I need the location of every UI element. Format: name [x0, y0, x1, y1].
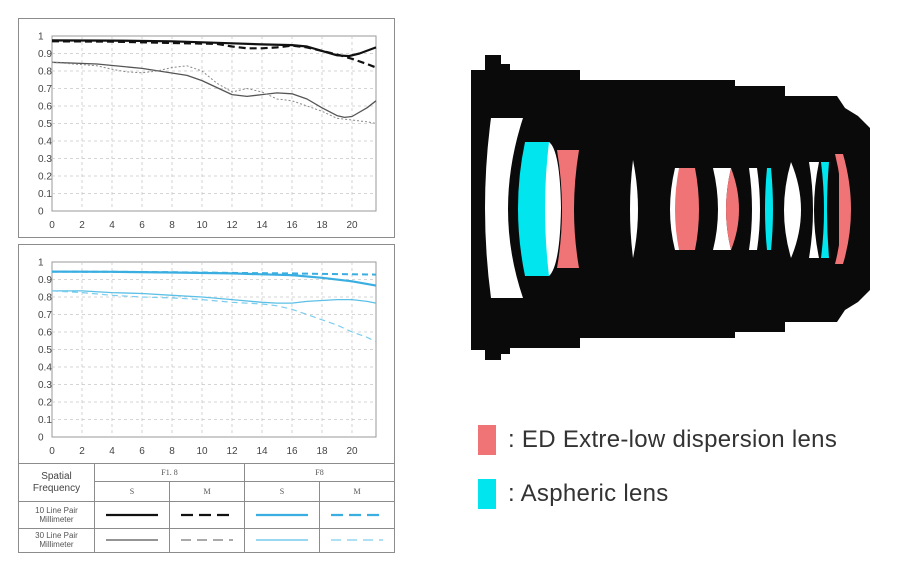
x-tick-label: 18 [316, 446, 328, 457]
sample-f8-30-s [244, 527, 321, 554]
y-tick-label: 1 [38, 258, 44, 269]
y-tick-label: 0.6 [38, 328, 52, 339]
y-tick-label: 0.5 [38, 345, 52, 356]
x-tick-label: 16 [286, 220, 298, 231]
lens-element-white-6 [749, 168, 760, 250]
y-tick-label: 0.2 [38, 172, 52, 183]
x-tick-label: 18 [316, 220, 328, 231]
mtf-series-10lp-M [51, 270, 377, 276]
legend-ed: : ED Extre-low dispersion lens [478, 425, 837, 455]
x-tick-label: 20 [346, 220, 358, 231]
y-tick-label: 0.8 [38, 67, 52, 78]
lens-element-ed-3 [726, 168, 739, 250]
spatial-frequency-header: Spatial Frequency [18, 462, 95, 503]
y-tick-label: 0.1 [38, 415, 52, 426]
y-tick-label: 0.9 [38, 49, 52, 60]
x-tick-label: 0 [49, 220, 55, 231]
x-tick-label: 2 [79, 446, 85, 457]
y-tick-label: 0 [38, 207, 44, 218]
lens-element-white-5 [713, 168, 731, 250]
x-tick-label: 16 [286, 446, 298, 457]
sample-f18-30-m [168, 527, 246, 554]
sample-f18-10-s [94, 501, 170, 529]
y-tick-label: 0.2 [38, 398, 52, 409]
y-tick-label: 0.3 [38, 380, 52, 391]
y-tick-label: 0 [38, 433, 44, 444]
x-tick-label: 0 [49, 446, 55, 457]
x-tick-label: 10 [196, 220, 208, 231]
x-tick-label: 6 [139, 446, 145, 457]
x-tick-label: 10 [196, 446, 208, 457]
lens-element-ed-4 [835, 154, 851, 264]
lens-element-white-2 [545, 142, 561, 276]
mtf-series-30lp-M [51, 61, 377, 124]
x-tick-label: 8 [169, 446, 175, 457]
aperture-f8-header: F8 [244, 462, 396, 483]
y-tick-label: 1 [38, 32, 44, 43]
row-label-10lp: 10 Line Pair Millimeter [18, 501, 95, 529]
mtf-legend-table: Spatial Frequency F1. 8 F8 S M S M 10 Li… [18, 462, 396, 554]
y-tick-label: 0.9 [38, 275, 52, 286]
lens-cross-section [471, 55, 870, 360]
mtf-chart-f8-plot: 00.10.20.30.40.50.60.70.80.910 2 4 6 8 10 12 14… [38, 258, 377, 457]
x-tick-label: 6 [139, 220, 145, 231]
lens-element-aspheric-2 [765, 168, 773, 250]
sample-f8-10-s [244, 501, 321, 529]
lens-element-aspheric-1 [518, 142, 549, 276]
y-tick-label: 0.4 [38, 363, 52, 374]
y-tick-label: 0.3 [38, 154, 52, 165]
lens-element-front-white [485, 118, 523, 298]
lens-element-aspheric-3 [821, 162, 829, 258]
legend-aspheric: : Aspheric lens [478, 479, 669, 509]
y-tick-label: 0.8 [38, 293, 52, 304]
sagittal-header: S [244, 481, 321, 503]
sample-f8-10-m [319, 501, 396, 529]
y-tick-label: 0.6 [38, 102, 52, 113]
mtf-chart-f18: 0 0.1 0.2 0.3 0.4 0.5 0.6 0.7 0.8 0.9 1 0 2 4 6 8 10 12 14… [18, 18, 395, 238]
mtf-chart-f8: 0 0.1 0.2 0.3 0.4 0.5 0.6 0.7 0.8 0.9 1 0 2 4 6 8 10 12 14… [18, 244, 395, 464]
x-tick-label: 12 [226, 446, 238, 457]
sample-f18-30-s [94, 527, 170, 554]
mtf-chart-f18-plot: 00.10.20.30.40.50.60.70.80.910 2 4 6 8 10 12 14… [38, 32, 377, 231]
lens-element-ed-1 [557, 150, 579, 268]
lens-element-white-7 [784, 162, 801, 258]
mtf-series-30lp-S [51, 61, 377, 119]
y-tick-label: 0.7 [38, 84, 52, 95]
lens-element-ed-2 [675, 168, 699, 250]
y-tick-label: 0.1 [38, 189, 52, 200]
lens-element-white-8 [809, 162, 819, 258]
x-tick-label: 14 [256, 220, 268, 231]
x-tick-label: 14 [256, 446, 268, 457]
ed-swatch [478, 425, 496, 455]
y-tick-label: 0.7 [38, 310, 52, 321]
x-tick-label: 12 [226, 220, 238, 231]
aspheric-swatch [478, 479, 496, 509]
x-tick-label: 4 [109, 220, 115, 231]
legend-ed-label: : ED Extre-low dispersion lens [508, 426, 838, 453]
sample-f8-30-m [319, 527, 396, 554]
lens-element-white-3 [630, 160, 638, 258]
sagittal-header: S [94, 481, 170, 503]
mtf-series-30lp-M [51, 290, 377, 343]
legend-aspheric-label: : Aspheric lens [508, 480, 669, 507]
sample-f18-10-m [168, 501, 246, 529]
row-label-30lp: 30 Line Pair Millimeter [18, 527, 95, 554]
x-tick-label: 8 [169, 220, 175, 231]
meridional-header: M [168, 481, 246, 503]
y-tick-label: 0.4 [38, 137, 52, 148]
x-tick-label: 2 [79, 220, 85, 231]
x-tick-label: 20 [346, 446, 358, 457]
aperture-f18-header: F1. 8 [93, 462, 246, 483]
y-tick-label: 0.5 [38, 119, 52, 130]
mtf-series-10lp-M [51, 40, 377, 69]
x-tick-label: 4 [109, 446, 115, 457]
meridional-header: M [319, 481, 396, 503]
mtf-series-30lp-S [52, 290, 377, 304]
